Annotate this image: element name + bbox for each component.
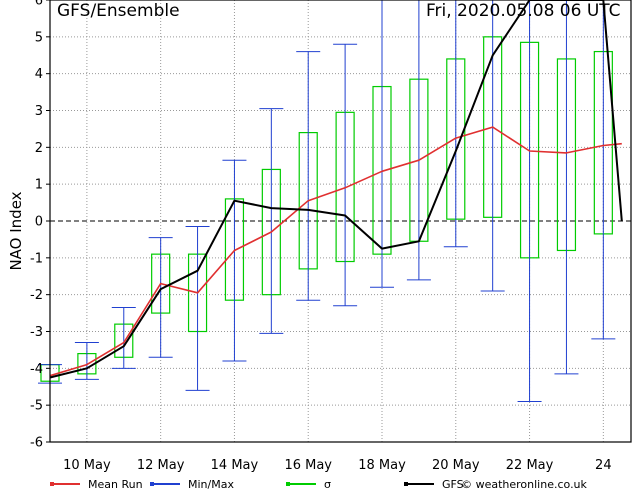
- y-tick-label: 6: [35, 0, 43, 9]
- y-tick-label: 3: [35, 104, 43, 119]
- legend-label: GFS: [442, 478, 464, 490]
- legend-marker: [286, 482, 290, 486]
- min-max-whiskers: [38, 0, 616, 402]
- y-tick-label: 2: [35, 141, 43, 156]
- mean-run-line: [49, 126, 622, 377]
- x-tick-label: 22 May: [506, 458, 554, 473]
- y-tick-label: -2: [30, 288, 43, 303]
- sigma-boxes: [40, 36, 613, 382]
- y-tick-label: -5: [30, 399, 43, 414]
- y-tick-label: -1: [30, 251, 43, 266]
- y-tick-label: 4: [35, 67, 43, 82]
- x-tick-label: 10 May: [63, 458, 111, 473]
- plot-frame: [46, 0, 632, 443]
- y-tick-label: -6: [30, 436, 43, 451]
- run-timestamp: Fri, 2020.05.08 06 UTC: [426, 1, 621, 21]
- legend-label: Min/Max: [188, 478, 234, 490]
- x-tick-label: 12 May: [137, 458, 185, 473]
- legend-marker: [50, 482, 54, 486]
- y-tick-label: -3: [30, 325, 43, 340]
- grid-lines: [50, 0, 631, 442]
- legend-marker: [404, 482, 408, 486]
- x-tick-label: 14 May: [211, 458, 259, 473]
- x-tick-label: 18 May: [358, 458, 406, 473]
- y-tick-label: 1: [35, 178, 43, 193]
- y-axis-title: NAO Index: [7, 191, 25, 270]
- legend-label: σ: [324, 478, 331, 490]
- credit-text: © weatheronline.co.uk: [461, 478, 587, 490]
- x-tick-label: 24: [595, 458, 612, 473]
- legend-label: Mean Run: [88, 478, 143, 490]
- series-lines: [49, 0, 623, 379]
- y-tick-label: 5: [35, 30, 43, 45]
- chart-title: GFS/Ensemble: [57, 1, 180, 21]
- gfs-line: [49, 0, 623, 379]
- x-tick-label: 16 May: [284, 458, 332, 473]
- y-tick-label: 0: [35, 215, 43, 230]
- y-tick-label: -4: [30, 362, 43, 377]
- axis-labels: -6 -5 -4 -3 -2 -1 0 1 2 3 4 5 6 10 May 12 May 14 May 16 …: [30, 0, 612, 473]
- legend: Mean Run Min/Max σ GFS: [50, 478, 464, 490]
- x-tick-label: 20 May: [432, 458, 480, 473]
- legend-marker: [150, 482, 154, 486]
